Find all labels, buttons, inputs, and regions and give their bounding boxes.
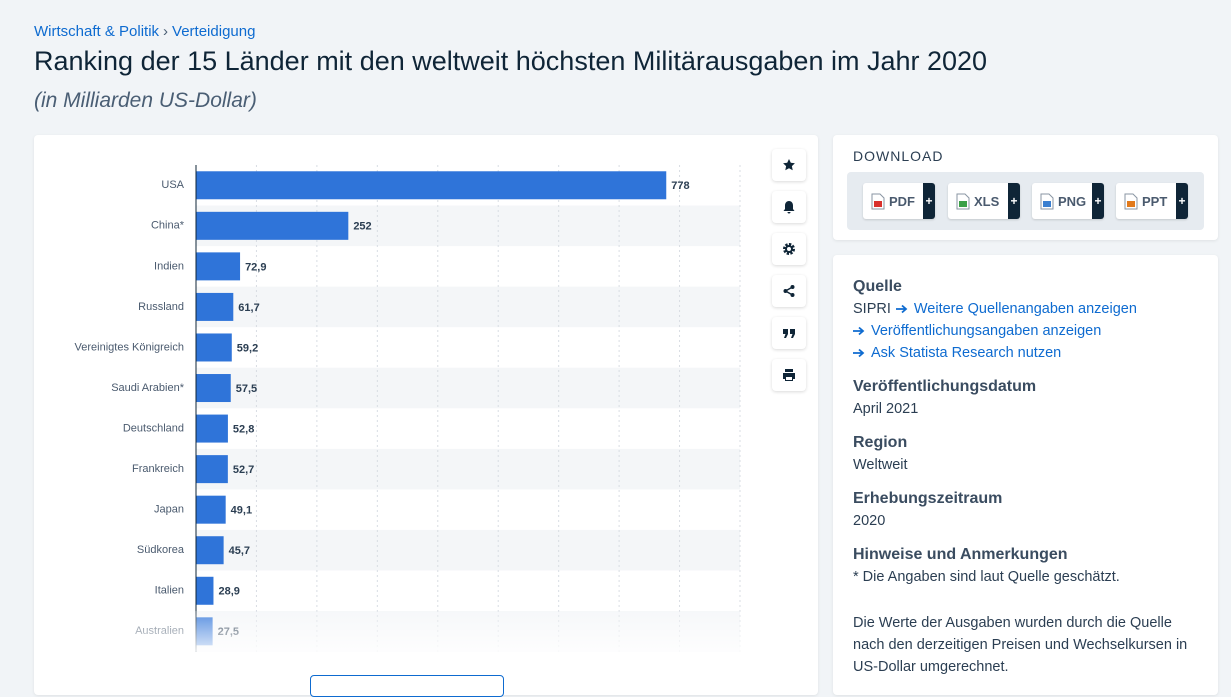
favorite-button[interactable] [772,149,806,181]
file-badge [1127,200,1135,207]
source-heading: Quelle [853,278,902,295]
research-link[interactable]: Ask Statista Research nutzen [853,345,1061,361]
section-heading: Erhebungszeitraum [853,490,1003,507]
category-label: Südkorea [137,544,185,556]
download-button[interactable]: PPT + [1116,183,1188,219]
category-label: Vereinigtes Königreich [75,341,184,353]
download-button[interactable]: PDF + [863,183,935,219]
row-stripe [196,448,740,490]
source: SIPRI [853,301,891,317]
value-label: 49,1 [231,505,252,517]
bar [196,333,232,362]
settings-button[interactable] [772,233,806,265]
alert-button[interactable] [772,191,806,223]
bar [196,252,241,281]
value-label: 45,7 [229,545,250,557]
value-label: 72,9 [245,261,266,273]
format-label: XLS [974,193,1000,209]
section-text: April 2021 [853,401,919,417]
row-stripe [196,286,740,328]
info-card [833,255,1218,695]
category-label: Italien [155,585,184,597]
page: Wirtschaft & Politik › Verteidigung Rankin… [34,23,1218,697]
section-heading: Hinweise und Anmerkungen [853,546,1068,563]
bar [196,374,231,403]
bar [196,171,667,200]
section-text: 2020 [853,513,886,529]
category-label: China* [151,220,185,232]
category-label: Japan [154,504,184,516]
source-line: SIPRI Weitere Quellenangaben anzeigen [853,301,1137,317]
share-button[interactable] [772,275,806,307]
file-icon [956,193,970,209]
file-icon [1040,193,1054,209]
category-label: USA [161,179,184,191]
bar [196,414,228,443]
note: Die Werte der Ausgaben wurden durch die … [853,615,1188,675]
value-label: 28,9 [218,586,239,598]
page-title: Ranking der 15 Länder mit den weltweit h… [34,46,988,76]
download-heading: DOWNLOAD [853,148,944,164]
section-heading: Region [853,434,908,451]
category-label: Frankreich [132,463,184,475]
more-button[interactable] [310,675,504,697]
file-badge [959,200,967,207]
plus: + [1176,183,1188,219]
section-text: Weltweit [853,457,908,473]
format-label: PNG [1058,193,1087,209]
breadcrumb-separator: › [163,23,169,40]
link-text: Veröffentlichungsangaben anzeigen [871,323,1102,339]
category-label: Deutschland [123,422,184,434]
file-icon [1124,193,1138,209]
category-label: Indien [154,260,184,272]
publication-link[interactable]: Veröffentlichungsangaben anzeigen [853,323,1101,339]
bar [196,495,226,524]
file-badge [874,200,882,207]
download-button[interactable]: PNG + [1032,183,1104,219]
bar [196,292,234,321]
link-text: Weitere Quellenangaben anzeigen [913,301,1137,317]
value-label: 252 [353,221,371,233]
bar [196,576,214,605]
page-subtitle: (in Milliarden US-Dollar) [34,89,257,112]
bar [196,211,349,240]
value-label: 778 [671,180,689,192]
plus: + [1008,183,1020,219]
cite-button[interactable] [772,317,806,349]
source-link[interactable]: Weitere Quellenangaben anzeigen [895,301,1137,317]
section-text: * Die Angaben sind laut Quelle geschätzt… [853,569,1120,585]
category-label: Saudi Arabien* [111,382,184,394]
format-label: PDF [889,193,915,209]
file-icon [871,193,885,209]
row-stripe [196,367,740,409]
value-label: 52,7 [233,464,254,476]
value-label: 59,2 [237,342,258,354]
value-label: 52,8 [233,423,254,435]
bar [196,536,224,565]
breadcrumb-link[interactable]: Wirtschaft & Politik [34,23,160,40]
chart: USA 778 China* 252 Indien 72,9 Russland 61,7 Ver… [34,165,774,652]
breadcrumb: Wirtschaft & Politik › Verteidigung [34,23,255,40]
format-label: PPT [1142,193,1168,209]
category-label: Russland [138,301,184,313]
plus: + [1092,183,1104,219]
value-label: 57,5 [236,383,257,395]
row-stripe [196,529,740,571]
value-label: 61,7 [238,302,259,314]
plus: + [923,183,935,219]
print-button[interactable] [772,359,806,391]
breadcrumb-link[interactable]: Verteidigung [172,23,256,40]
file-badge [1043,200,1051,207]
download-button[interactable]: XLS + [948,183,1020,219]
section-heading: Veröffentlichungsdatum [853,378,1037,395]
bar [196,455,228,484]
fade-overlay [34,611,774,652]
link-text: Ask Statista Research nutzen [871,345,1062,361]
